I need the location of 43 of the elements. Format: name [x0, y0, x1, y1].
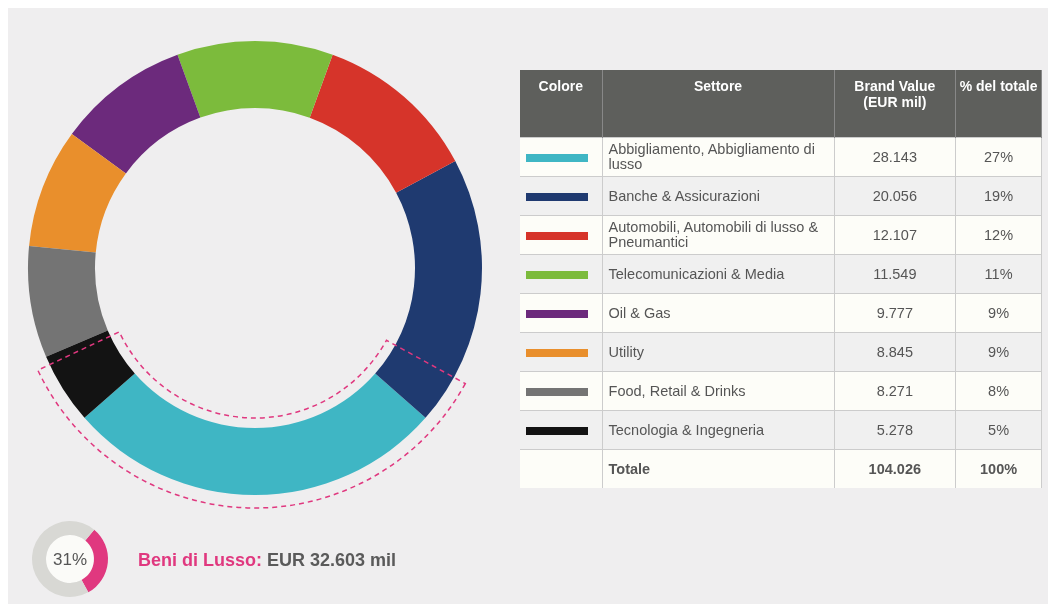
- data-label: 28.143: [834, 137, 956, 177]
- legend-label: Oil & Gas: [602, 293, 835, 333]
- text: Settore: [602, 70, 835, 138]
- text: Totale: [602, 449, 835, 488]
- donut-slice: [71, 54, 201, 174]
- donut-slice: [46, 330, 135, 418]
- text: Beni di Lusso:: [138, 550, 263, 570]
- text: 11%: [955, 254, 1042, 294]
- data-label: 20.056: [834, 176, 956, 216]
- text: 19%: [955, 176, 1042, 216]
- data-label: 8.271: [834, 371, 956, 411]
- donut-slice: [309, 54, 456, 193]
- donut-slice: [32, 521, 95, 597]
- legend-label: Automobili, Automobili di lusso & Pneumantici: [602, 215, 835, 255]
- data-label: 9.777: [834, 293, 956, 333]
- data-label: 8.845: [834, 332, 956, 372]
- text: 27%: [955, 137, 1042, 177]
- text: 9%: [955, 332, 1042, 372]
- text: 100%: [955, 449, 1042, 488]
- text: Brand Value (EUR mil): [834, 70, 956, 138]
- donut-slice: [84, 373, 426, 495]
- text: EUR 32.603 mil: [262, 550, 397, 570]
- data-label: 11.549: [834, 254, 956, 294]
- donut-slice: [177, 41, 333, 118]
- legend-label: Utility: [602, 332, 835, 372]
- donut-slice: [375, 161, 482, 418]
- legend-label: Abbigliamento, Abbigliamento di lusso: [602, 137, 835, 177]
- legend-label: Food, Retail & Drinks: [602, 371, 835, 411]
- text: 9%: [955, 293, 1042, 333]
- data-label: 12.107: [834, 215, 956, 255]
- donut-slice: [29, 133, 126, 253]
- text: Colore: [520, 70, 603, 138]
- text: 8%: [955, 371, 1042, 411]
- text: 5%: [955, 410, 1042, 450]
- text: 12%: [955, 215, 1042, 255]
- text: % del totale: [955, 70, 1042, 138]
- text: 31%: [52, 549, 88, 569]
- legend-label: Telecomunicazioni & Media: [602, 254, 835, 294]
- legend-label: Tecnologia & Ingegneria: [602, 410, 835, 450]
- data-label: 5.278: [834, 410, 956, 450]
- legend-label: Banche & Assicurazioni: [602, 176, 835, 216]
- text: 104.026: [834, 449, 956, 488]
- donut-slice: [28, 245, 108, 357]
